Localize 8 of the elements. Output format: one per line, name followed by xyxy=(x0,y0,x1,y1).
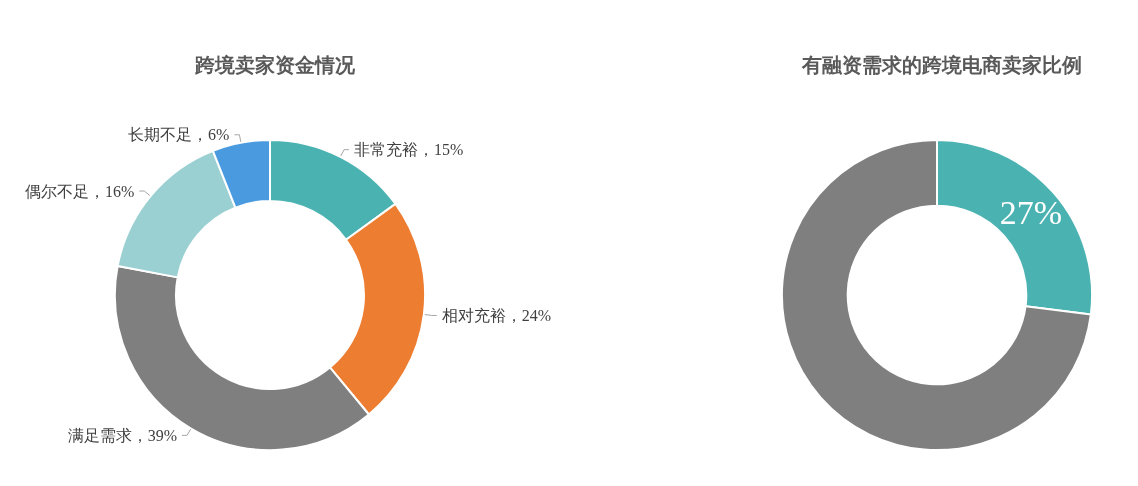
slice-label: 非常充裕，15% xyxy=(354,141,464,159)
chart-title: 跨境卖家资金情况 xyxy=(194,53,356,77)
slice-label: 长期不足，6% xyxy=(128,126,230,144)
slice-label: 偶尔不足，16% xyxy=(25,182,135,200)
slice-label: 满足需求，39% xyxy=(67,426,177,444)
slice-label: 相对充裕，24% xyxy=(441,306,552,324)
data-label: 27% xyxy=(999,193,1063,231)
chart-title: 有融资需求的跨境电商卖家比例 xyxy=(801,53,1082,77)
